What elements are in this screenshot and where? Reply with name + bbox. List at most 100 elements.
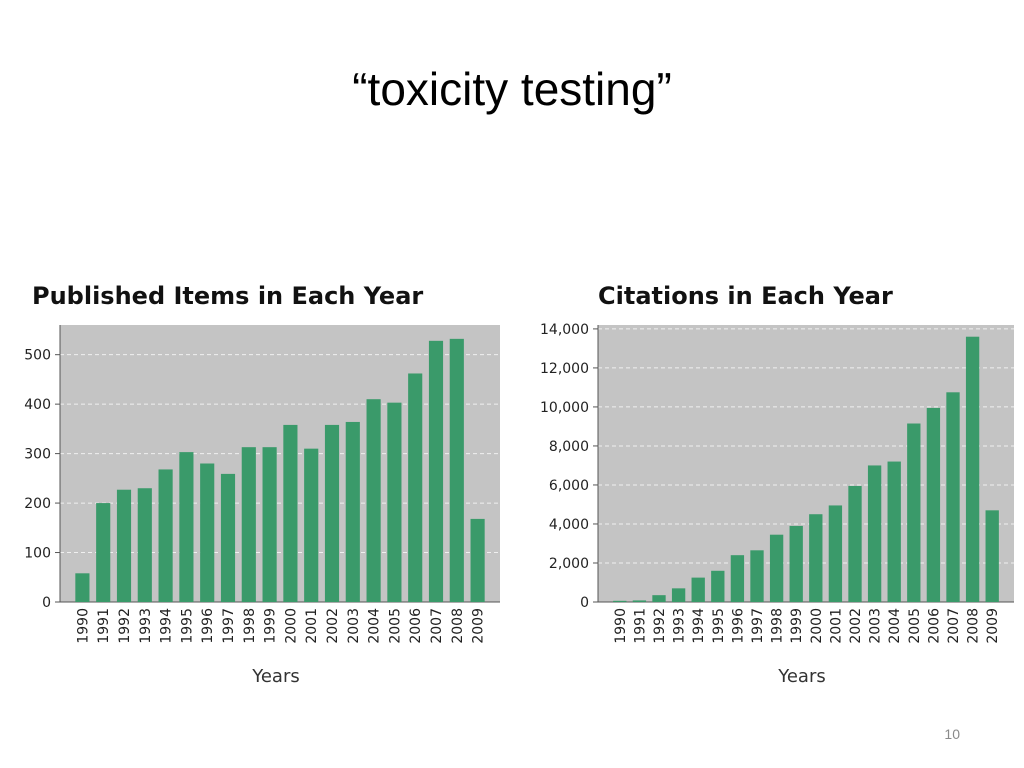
x-tick-label: 2007: [946, 608, 962, 644]
x-tick-label: 1999: [263, 608, 279, 644]
x-tick-label: 2005: [907, 608, 923, 644]
plot-area: [60, 325, 500, 602]
bar: [304, 448, 319, 602]
bar: [158, 469, 173, 602]
y-tick-label: 2,000: [549, 556, 589, 572]
y-tick-label: 200: [24, 496, 51, 512]
x-tick-label: 1992: [117, 608, 133, 644]
bar: [671, 588, 686, 602]
x-tick-label: 1993: [672, 608, 688, 644]
bar: [848, 485, 862, 602]
x-tick-label: 1993: [138, 608, 154, 644]
bar: [366, 399, 381, 602]
bar: [96, 503, 111, 602]
bar: [907, 423, 921, 602]
x-tick-label: 2003: [346, 608, 362, 644]
x-tick-label: 2001: [304, 608, 320, 644]
chart-title: Citations in Each Year: [598, 282, 893, 310]
x-tick-label: 2008: [450, 608, 466, 644]
citations-chart: Citations in Each Year 0 2,000 4,000 6,000 8…: [512, 270, 1024, 690]
x-tick-label: 2009: [985, 608, 1001, 644]
x-tick-label: 1991: [96, 608, 112, 644]
x-tick-label: 2007: [429, 608, 445, 644]
y-tick-label: 10,000: [540, 400, 589, 416]
bar: [220, 473, 236, 602]
y-tick-label: 300: [24, 447, 51, 463]
bar: [965, 336, 980, 602]
y-tick-label: 6,000: [549, 478, 589, 494]
bar: [449, 338, 464, 602]
y-tick-label: 0: [580, 595, 589, 611]
bar: [428, 340, 444, 602]
bar: [387, 402, 402, 602]
bar: [730, 555, 745, 602]
x-tick-label: 1992: [652, 608, 668, 644]
y-tick-label: 14,000: [540, 322, 589, 338]
citations-plot: 0 2,000 4,000 6,000 8,000 10,000 12,000 14,000 1…: [540, 322, 1014, 687]
y-tick-label: 8,000: [549, 439, 589, 455]
bar: [926, 407, 941, 602]
bar: [867, 465, 882, 602]
bar: [809, 514, 823, 602]
x-tick-label: 2000: [809, 608, 825, 644]
x-tick-label: 1994: [691, 608, 707, 644]
bar: [179, 452, 194, 602]
slide-title: “toxicity testing”: [352, 63, 672, 115]
bar: [632, 600, 647, 602]
bar: [200, 463, 215, 602]
x-tick-label: 1994: [159, 608, 175, 644]
x-tick-label: 2004: [367, 608, 383, 644]
x-tick-label: 2003: [868, 608, 884, 644]
bar: [324, 424, 340, 602]
bar: [985, 510, 999, 602]
bar: [769, 534, 784, 602]
x-tick-label: 1995: [711, 608, 727, 644]
published-items-chart: Published Items in Each Year 0 100 200 300 4…: [0, 270, 512, 690]
x-tick-label: 2009: [471, 608, 487, 644]
bar: [946, 392, 960, 602]
bar: [116, 489, 132, 602]
x-tick-label: 1997: [750, 608, 766, 644]
x-tick-label: 1990: [613, 608, 629, 644]
x-tick-label: 1991: [632, 608, 648, 644]
bar: [408, 373, 423, 602]
x-tick-label: 2001: [828, 608, 844, 644]
bar: [75, 573, 90, 602]
plot-area: [598, 325, 1014, 602]
x-tick-label: 2004: [887, 608, 903, 644]
x-tick-label: 1996: [730, 608, 746, 644]
y-tick-label: 0: [42, 595, 51, 611]
x-tick-label: 1997: [221, 608, 237, 644]
bar: [283, 424, 298, 602]
bar: [691, 577, 705, 602]
x-tick-label: 2006: [926, 608, 942, 644]
bar: [470, 518, 485, 602]
x-axis-label: Years: [777, 666, 826, 687]
bar: [828, 505, 843, 602]
y-tick-label: 100: [24, 546, 51, 562]
bar: [613, 600, 627, 602]
bar: [137, 488, 152, 602]
x-tick-label: 2005: [387, 608, 403, 644]
x-tick-label: 2002: [848, 608, 864, 644]
x-tick-label: 1996: [200, 608, 216, 644]
bar: [345, 421, 360, 602]
x-tick-label: 2000: [283, 608, 299, 644]
chart-title: Published Items in Each Year: [32, 282, 424, 310]
bar: [262, 447, 277, 602]
x-tick-label: 1998: [770, 608, 786, 644]
x-tick-label: 1998: [242, 608, 258, 644]
y-tick-label: 500: [24, 348, 51, 364]
bar: [887, 461, 901, 602]
y-tick-label: 400: [24, 397, 51, 413]
bar: [652, 595, 666, 602]
bar: [750, 550, 764, 602]
x-tick-label: 2002: [325, 608, 341, 644]
x-tick-label: 2006: [408, 608, 424, 644]
x-tick-label: 1990: [75, 608, 91, 644]
bar: [789, 525, 803, 602]
bar: [241, 447, 256, 602]
x-tick-label: 1995: [179, 608, 195, 644]
x-axis-label: Years: [251, 666, 300, 687]
y-tick-label: 4,000: [549, 517, 589, 533]
